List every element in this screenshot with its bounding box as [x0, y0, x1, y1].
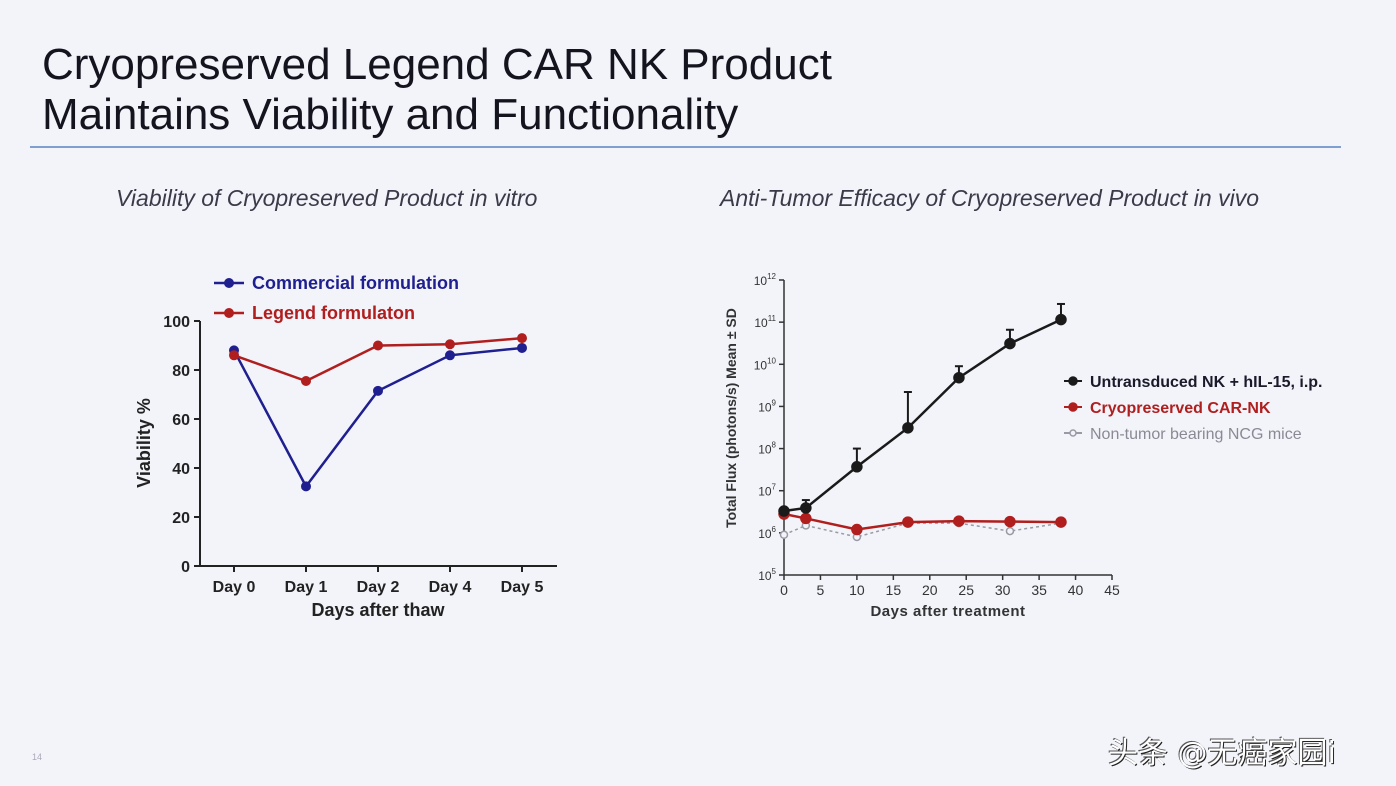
x-tick-label: 35	[1031, 582, 1047, 598]
y-tick-label: 1012	[754, 272, 777, 288]
series-line-0	[232, 346, 523, 489]
title-divider	[30, 146, 1341, 148]
data-point	[301, 376, 311, 387]
data-point	[1004, 337, 1016, 350]
x-tick-label: 40	[1068, 582, 1084, 598]
data-point	[778, 505, 790, 517]
y-tick-label: 0	[181, 559, 190, 576]
data-point	[373, 340, 383, 351]
data-point	[851, 523, 863, 536]
x-axis-label: Days after treatment	[870, 603, 1025, 620]
y-tick-label: 1010	[754, 356, 777, 372]
y-axis-label: Total Flux (photons/s) Mean ± SD	[723, 308, 739, 528]
legend-marker	[1068, 402, 1078, 412]
x-tick-label: Day 1	[285, 579, 328, 596]
legend-label: Untransduced NK + hIL-15, i.p.	[1090, 374, 1322, 391]
y-tick-label: 100	[163, 314, 190, 331]
page-number: 14	[32, 752, 43, 762]
data-point	[517, 342, 527, 353]
data-point	[800, 512, 812, 525]
data-point	[1055, 516, 1067, 528]
data-point	[902, 422, 914, 434]
legend-marker	[224, 278, 234, 288]
data-point	[779, 530, 789, 540]
data-point	[1055, 313, 1067, 326]
right-chart-title: Anti-Tumor Efficacy of Cryopreserved Pro…	[720, 185, 1259, 211]
y-tick-label: 20	[172, 510, 190, 527]
y-tick-label: 105	[758, 567, 776, 583]
x-tick-label: 30	[995, 582, 1011, 598]
left-chart-title: Viability of Cryopreserved Product in vi…	[116, 185, 538, 211]
title-line-2: Maintains Viability and Functionality	[42, 90, 739, 139]
slide-title: Cryopreserved Legend CAR NK Product Main…	[42, 40, 832, 140]
data-point	[1004, 515, 1016, 528]
legend-marker	[1069, 429, 1077, 437]
y-tick-label: 106	[758, 525, 776, 541]
legend-label: Legend formulaton	[252, 303, 415, 323]
x-tick-label: 25	[958, 582, 974, 598]
x-tick-label: Day 5	[501, 579, 544, 596]
legend-label: Cryopreserved CAR-NK	[1090, 400, 1271, 417]
x-tick-label: 20	[922, 582, 938, 598]
data-point	[445, 339, 455, 350]
x-axis-label: Days after thaw	[311, 600, 445, 620]
data-point	[445, 350, 455, 361]
y-axis-label: Viability %	[134, 398, 154, 488]
y-tick-label: 80	[172, 363, 190, 380]
data-point	[800, 502, 812, 514]
x-tick-label: Day 0	[213, 579, 256, 596]
series-line-0	[783, 318, 1062, 513]
y-tick-label: 108	[758, 441, 776, 457]
data-point	[953, 515, 965, 527]
series-line-2	[783, 522, 1062, 538]
y-tick-label: 1011	[754, 314, 776, 330]
x-tick-label: Day 2	[357, 579, 400, 596]
title-line-1: Cryopreserved Legend CAR NK Product	[42, 40, 832, 89]
legend-label: Non-tumor bearing NCG mice	[1090, 426, 1302, 443]
legend-label: Commercial formulation	[252, 273, 459, 293]
data-point	[301, 481, 311, 492]
x-tick-label: 0	[780, 582, 788, 598]
x-tick-label: 10	[849, 582, 865, 598]
x-tick-label: 45	[1104, 582, 1120, 598]
data-point	[902, 516, 914, 528]
x-tick-label: 15	[886, 582, 902, 598]
data-point	[229, 350, 239, 361]
watermark: 头条 @无癌家园i	[1108, 736, 1336, 771]
x-tick-label: Day 4	[429, 579, 472, 596]
data-point	[373, 385, 383, 396]
data-point	[953, 371, 965, 384]
y-tick-label: 107	[758, 483, 776, 499]
y-tick-label: 109	[758, 398, 776, 414]
y-tick-label: 40	[172, 461, 190, 478]
data-point	[1005, 526, 1015, 536]
y-tick-label: 60	[172, 412, 190, 429]
legend-marker	[224, 308, 234, 318]
legend-marker	[1068, 376, 1078, 386]
data-point	[851, 461, 863, 473]
x-tick-label: 5	[817, 582, 825, 598]
series-line-1	[783, 512, 1061, 531]
data-point	[517, 333, 527, 344]
